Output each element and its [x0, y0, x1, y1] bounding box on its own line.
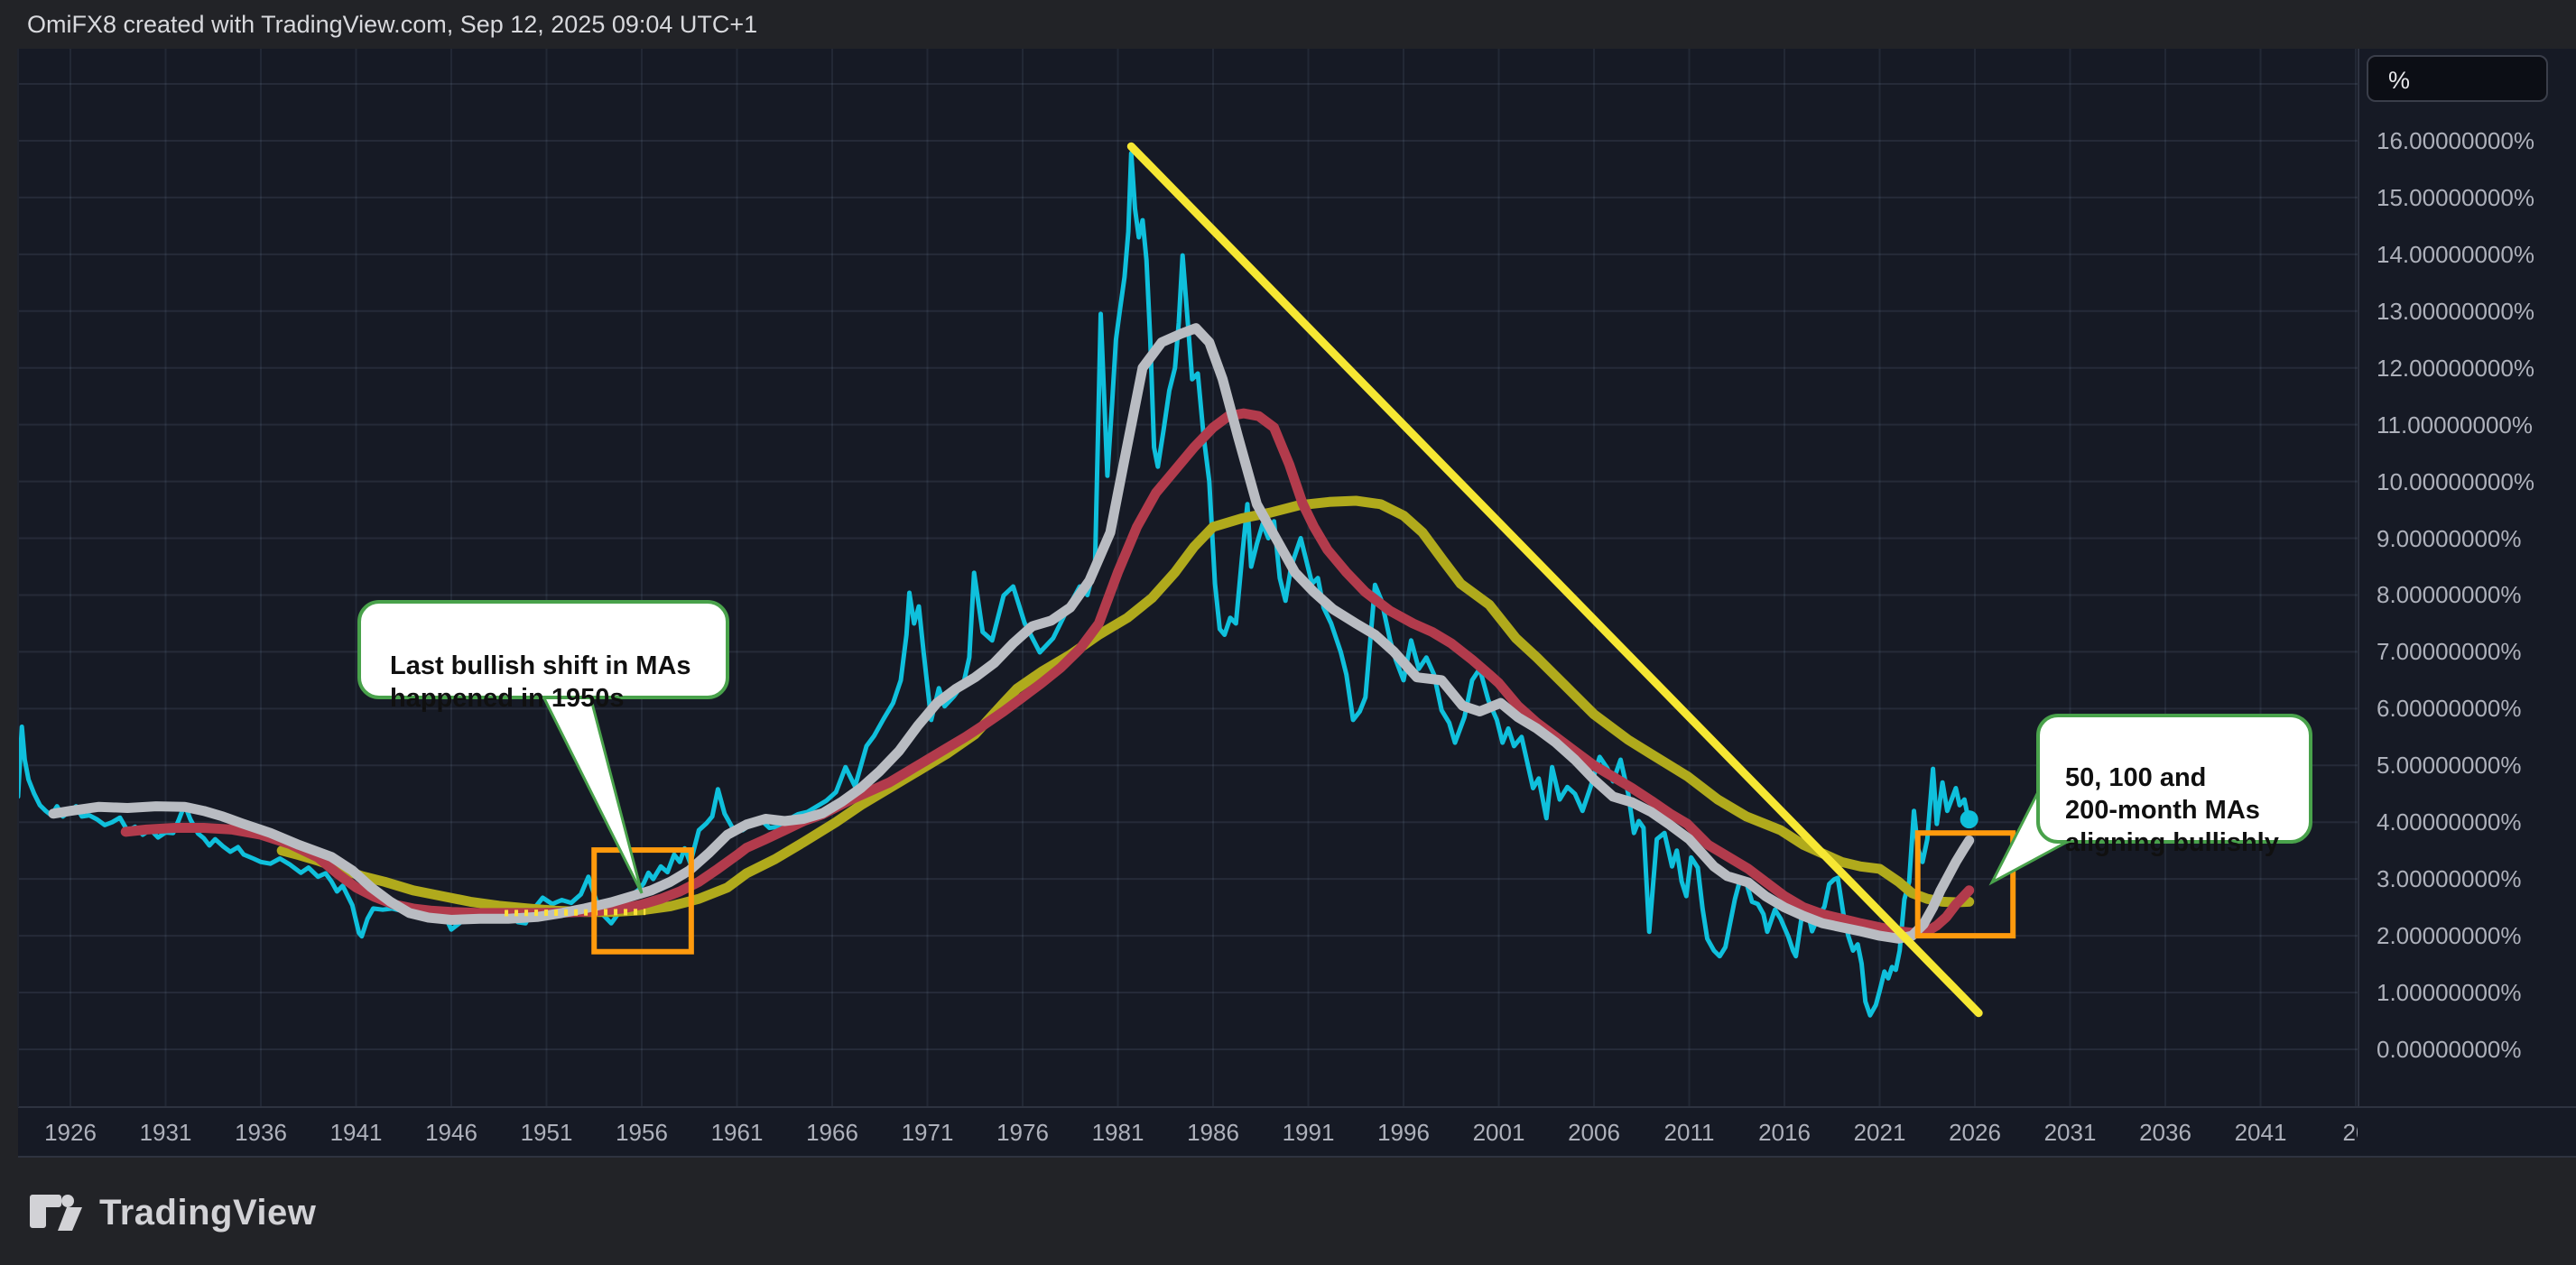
price-tick-label: 11.00000000% — [2377, 411, 2534, 439]
price-tick-label: 15.00000000% — [2377, 183, 2534, 211]
time-scale[interactable]: 1926 1931 1936 1941 1946 1951 1956 1961 1966 1971… — [18, 1107, 2358, 1156]
time-tick-label: 2001 — [1472, 1119, 1525, 1146]
percent-unit-button[interactable]: % — [2367, 55, 2548, 102]
time-tick-label: 1941 — [329, 1119, 383, 1146]
time-tick-label: 1956 — [616, 1119, 668, 1146]
tradingview-brand-text: TradingView — [99, 1192, 317, 1233]
price-tick-label: 12.00000000% — [2377, 354, 2534, 382]
time-tick-label: 1986 — [1187, 1119, 1239, 1146]
yield-monthly-line[interactable] — [18, 151, 1972, 1018]
time-tick-label: 2036 — [2139, 1119, 2191, 1146]
last-value-dot — [1960, 810, 1978, 829]
chart-attribution: OmiFX8 created with TradingView.com, Sep… — [27, 11, 758, 38]
price-tick-label: 4.00000000% — [2377, 808, 2522, 836]
callout-1950s-text: Last bullish shift in MAs happened in 19… — [390, 651, 691, 713]
price-tick-label: 3.00000000% — [2377, 865, 2522, 893]
price-tick-label: 2.00000000% — [2377, 922, 2522, 950]
time-tick-label: 20 — [2342, 1119, 2358, 1146]
time-tick-label: 1971 — [901, 1119, 954, 1146]
price-scale[interactable]: % 16.00000000% 15.00000000% 14.00000000% 13… — [2358, 49, 2576, 1156]
price-tick-label: 6.00000000% — [2377, 695, 2522, 723]
time-tick-label: 1926 — [44, 1119, 97, 1146]
ma-50-month-line[interactable] — [48, 323, 1975, 944]
chart-plot-background[interactable] — [18, 49, 2358, 1107]
time-tick-label: 2011 — [1663, 1119, 1715, 1146]
price-tick-label: 13.00000000% — [2377, 297, 2534, 325]
time-tick-label: 1996 — [1377, 1119, 1430, 1146]
price-tick-label: 10.00000000% — [2377, 467, 2534, 495]
callout-1950s[interactable]: Last bullish shift in MAs happened in 19… — [357, 600, 729, 713]
time-tick-label: 2031 — [2043, 1119, 2097, 1146]
price-tick-label: 5.00000000% — [2377, 752, 2522, 780]
highlight-box-2020s[interactable] — [1914, 830, 2016, 939]
footer: TradingView — [27, 1186, 316, 1240]
ma-convergence-dash[interactable] — [505, 909, 646, 917]
time-tick-label: 2016 — [1758, 1119, 1811, 1146]
time-tick-label: 2041 — [2234, 1119, 2287, 1146]
time-tick-label: 2021 — [1853, 1119, 1906, 1146]
time-tick-label: 1991 — [1282, 1119, 1335, 1146]
price-tick-label: 16.00000000% — [2377, 126, 2534, 154]
time-tick-label: 1951 — [520, 1119, 573, 1146]
time-tick-label: 1966 — [806, 1119, 858, 1146]
time-tick-label: 1946 — [425, 1119, 477, 1146]
callout-2020s[interactable]: 50, 100 and 200-month MAs aligning bulli… — [2036, 714, 2312, 857]
highlight-box-1950s[interactable] — [591, 847, 694, 955]
ma-100-month-line[interactable] — [120, 408, 1975, 938]
time-axis-background — [18, 1107, 2576, 1158]
callout-1950s-tail — [537, 688, 644, 894]
tradingview-logo-icon — [30, 1195, 82, 1231]
time-tick-label: 1931 — [139, 1119, 192, 1146]
time-tick-label: 1981 — [1091, 1119, 1144, 1146]
price-tick-label: 1.00000000% — [2377, 979, 2522, 1007]
time-tick-label: 1936 — [235, 1119, 287, 1146]
downtrend-line[interactable] — [1126, 142, 1983, 1018]
time-tick-label: 2026 — [1949, 1119, 2001, 1146]
price-tick-label: 9.00000000% — [2377, 524, 2522, 552]
time-tick-label: 1961 — [710, 1119, 764, 1146]
callout-2020s-text: 50, 100 and 200-month MAs aligning bulli… — [2065, 763, 2279, 857]
price-tick-label: 8.00000000% — [2377, 581, 2522, 609]
price-tick-label: 7.00000000% — [2377, 638, 2522, 666]
price-tick-label: 0.00000000% — [2377, 1036, 2522, 1063]
time-tick-label: 2006 — [1568, 1119, 1620, 1146]
time-tick-label: 1976 — [996, 1119, 1049, 1146]
price-tick-label: 14.00000000% — [2377, 240, 2534, 268]
price-scale-background — [2358, 49, 2576, 1107]
